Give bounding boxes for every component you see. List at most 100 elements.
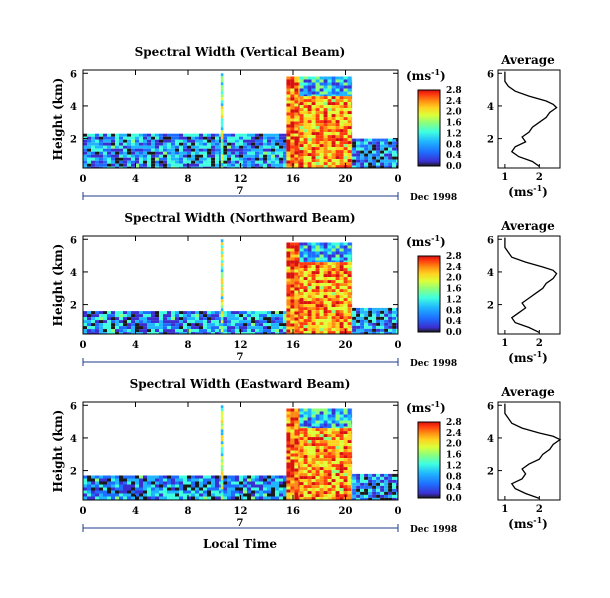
- heatmap-cell: [339, 120, 344, 124]
- heatmap-cell: [311, 289, 316, 293]
- heatmap-cell: [271, 148, 275, 152]
- heatmap-cell: [311, 434, 316, 438]
- heatmap-cell: [351, 242, 353, 246]
- heatmap-cell: [87, 139, 91, 143]
- heatmap-cell: [335, 479, 340, 483]
- heatmap-cell: [259, 326, 263, 330]
- heatmap-cell: [343, 277, 348, 281]
- heatmap-cell: [347, 473, 352, 477]
- heatmap-cell: [360, 313, 365, 317]
- heatmap-cell: [131, 133, 135, 137]
- heatmap-cell: [215, 154, 219, 158]
- heatmap-cell: [151, 496, 155, 500]
- heatmap-cell: [327, 245, 332, 249]
- heatmap-cell: [227, 481, 231, 485]
- heatmap-cell: [199, 493, 203, 497]
- heatmap-cell: [215, 493, 219, 497]
- heatmap-cell: [335, 470, 340, 474]
- heatmap-cell: [339, 420, 344, 424]
- heatmap-cell: [315, 76, 320, 80]
- heatmap-cell: [286, 423, 291, 427]
- heatmap-cell: [119, 145, 123, 149]
- heatmap-cell: [283, 490, 287, 494]
- heatmap-cell: [335, 301, 340, 305]
- heatmap-cell: [111, 157, 115, 161]
- heatmap-cell: [220, 91, 224, 95]
- heatmap-cell: [347, 132, 352, 136]
- heatmap-cell: [263, 481, 267, 485]
- heatmap-cell: [351, 286, 353, 290]
- heatmap-cell: [111, 329, 115, 333]
- heatmap-cell: [327, 316, 332, 320]
- heatmap-cell: [315, 455, 320, 459]
- heatmap-cell: [299, 102, 304, 106]
- heatmap-cell: [263, 151, 267, 155]
- heatmap-cell: [191, 160, 195, 164]
- heatmap-cell: [195, 487, 199, 491]
- heatmap-cell: [123, 160, 127, 164]
- heatmap-cell: [151, 163, 155, 167]
- heatmap-cell: [147, 139, 151, 143]
- heatmap-cell: [343, 88, 348, 92]
- heatmap-cell: [343, 138, 348, 142]
- heatmap-cell: [294, 411, 299, 415]
- heatmap-cell: [220, 468, 224, 472]
- heatmap-cell: [267, 490, 271, 494]
- heatmap-cell: [335, 96, 340, 100]
- heatmap-cell: [115, 157, 119, 161]
- heatmap-cell: [311, 467, 316, 471]
- heatmap-cell: [368, 497, 373, 500]
- heatmap-cell: [327, 292, 332, 296]
- heatmap-cell: [339, 485, 344, 489]
- heatmap-cell: [107, 314, 111, 318]
- heatmap-cell: [380, 497, 385, 500]
- heatmap-cell: [87, 166, 91, 168]
- heatmap-cell: [351, 257, 353, 261]
- heatmap-cell: [286, 317, 291, 321]
- heatmap-cell: [351, 464, 353, 468]
- heatmap-cell: [303, 141, 308, 145]
- x-axis-label: Local Time: [203, 537, 277, 551]
- heatmap-cell: [151, 326, 155, 330]
- heatmap-cell: [139, 157, 143, 161]
- heatmap-cell: [227, 160, 231, 164]
- heatmap-cell: [299, 126, 304, 130]
- heatmap-cell: [372, 325, 377, 329]
- heatmap-cell: [175, 317, 179, 321]
- heatmap-cell: [298, 281, 300, 285]
- heatmap-cell: [303, 248, 308, 252]
- heatmap-cell: [163, 151, 167, 155]
- heatmap-cell: [311, 162, 316, 166]
- heatmap-cell: [191, 136, 195, 140]
- heatmap-cell: [315, 138, 320, 142]
- heatmap-cell: [107, 481, 111, 485]
- heatmap-cell: [360, 488, 365, 492]
- heatmap-cell: [286, 332, 291, 334]
- heatmap-cell: [139, 326, 143, 330]
- heatmap-cell: [95, 166, 99, 168]
- heatmap-cell: [227, 329, 231, 333]
- heatmap-cell: [339, 411, 344, 415]
- heatmap-cell: [298, 471, 300, 475]
- heatmap-cell: [319, 331, 324, 334]
- heatmap-cell: [303, 159, 308, 163]
- heatmap-cell: [331, 123, 336, 127]
- heatmap-cell: [199, 142, 203, 146]
- heatmap-cell: [227, 493, 231, 497]
- heatmap-cell: [223, 311, 227, 315]
- heatmap-cell: [315, 99, 320, 103]
- heatmap-cell: [286, 468, 291, 472]
- heatmap-cell: [243, 139, 247, 143]
- heatmap-cell: [91, 329, 95, 333]
- heatmap-cell: [368, 473, 373, 477]
- day-label: 7: [237, 352, 244, 363]
- heatmap-cell: [199, 326, 203, 330]
- heatmap-cell: [286, 103, 291, 107]
- heatmap-cell: [331, 470, 336, 474]
- heatmap-cell: [223, 326, 227, 330]
- heatmap-cell: [271, 490, 275, 494]
- heatmap-cell: [163, 139, 167, 143]
- heatmap-cell: [315, 260, 320, 263]
- heatmap-cell: [323, 257, 328, 261]
- heatmap-cell: [339, 147, 344, 151]
